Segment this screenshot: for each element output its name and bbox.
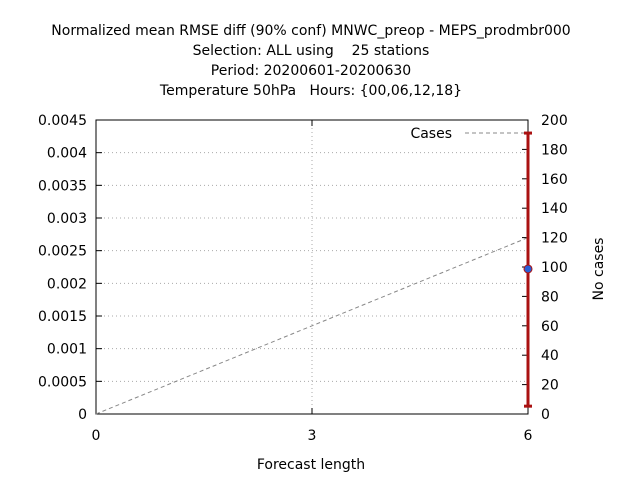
grid — [96, 120, 528, 414]
y-tick-label: 0.0035 — [38, 178, 87, 194]
y2-tick-label: 140 — [541, 201, 568, 217]
rmse-point — [523, 264, 533, 274]
y-tick-label: 0.004 — [47, 146, 87, 162]
y-tick-label: 0.0005 — [38, 374, 87, 390]
y2-tick-label: 200 — [541, 113, 568, 129]
y2-tick-label: 80 — [541, 289, 559, 305]
y-tick-label: 0.0045 — [38, 113, 87, 129]
y2-tick-label: 100 — [541, 260, 568, 276]
y2-tick-label: 120 — [541, 231, 568, 247]
y2-tick-label: 180 — [541, 142, 568, 158]
chart-title: Normalized mean RMSE diff (90% conf) MNW… — [51, 23, 570, 99]
y2-tick-label: 40 — [541, 348, 559, 364]
cases-line — [95, 237, 529, 415]
y-tick-label: 0.001 — [47, 342, 87, 358]
x-tick-label: 6 — [524, 428, 533, 444]
axes: 0 0.0005 0.001 0.0015 0.002 0.0025 0.003 0.0035… — [38, 113, 568, 444]
legend: Cases — [410, 126, 524, 142]
y2-tick-label: 60 — [541, 319, 559, 335]
series — [95, 131, 533, 415]
title-line-1: Normalized mean RMSE diff (90% conf) MNW… — [51, 23, 570, 39]
y-tick-label: 0.0015 — [38, 309, 87, 325]
y-tick-label: 0.002 — [47, 276, 87, 292]
x-axis-label: Forecast length — [257, 457, 365, 473]
y2-tick-label: 20 — [541, 378, 559, 394]
y-tick-label: 0.003 — [47, 211, 87, 227]
x-tick-label: 0 — [92, 428, 101, 444]
y2-axis-label: No cases — [591, 238, 607, 301]
legend-label-cases: Cases — [410, 126, 452, 142]
x-tick-label: 3 — [308, 428, 317, 444]
y2-tick-label: 0 — [541, 407, 550, 423]
y-tick-label: 0 — [78, 407, 87, 423]
title-line-4: Temperature 50hPa Hours: {00,06,12,18} — [159, 83, 462, 99]
y2-tick-label: 160 — [541, 172, 568, 188]
title-line-2: Selection: ALL using 25 stations — [193, 43, 430, 59]
y-tick-label: 0.0025 — [38, 244, 87, 260]
title-line-3: Period: 20200601-20200630 — [211, 63, 411, 79]
